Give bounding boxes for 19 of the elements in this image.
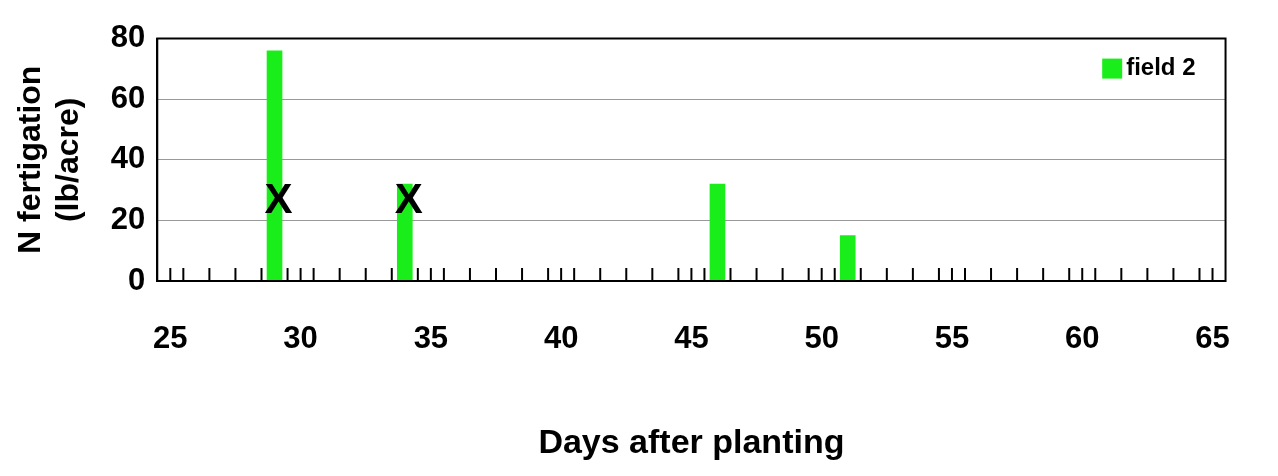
x-axis-title: Days after planting xyxy=(538,421,845,460)
x-tick-label: 55 xyxy=(934,320,970,356)
bar xyxy=(709,183,726,281)
legend-label: field 2 xyxy=(1126,53,1196,81)
y-axis-title: N fertigation (lb/acre) xyxy=(11,65,86,255)
y-tick-label: 60 xyxy=(110,79,146,115)
y-tick-label: 80 xyxy=(110,19,146,55)
y-tick-label: 20 xyxy=(110,200,146,236)
y-tick-label: 0 xyxy=(128,261,146,297)
x-tick-label: 35 xyxy=(413,320,449,356)
x-tick-label: 60 xyxy=(1065,320,1100,356)
x-tick-label: 65 xyxy=(1195,320,1230,356)
y-tick-label: 40 xyxy=(110,140,146,176)
x-tick-label: 25 xyxy=(153,320,188,356)
x-tick-label: 40 xyxy=(543,320,579,356)
x-tick-label: 30 xyxy=(283,320,318,356)
bar xyxy=(839,235,856,281)
x-tick-label: 45 xyxy=(674,320,709,356)
x-tick-label: 50 xyxy=(804,320,839,356)
